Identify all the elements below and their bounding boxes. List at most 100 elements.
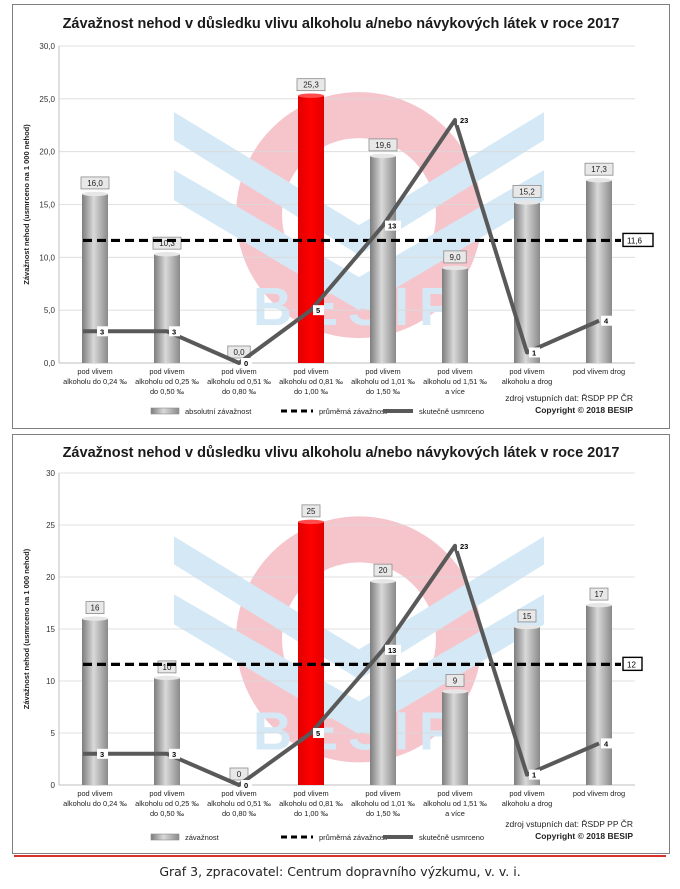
bar-value-label: 19,6 xyxy=(375,141,391,150)
x-category-label: alkoholu od 0,81 ‰ xyxy=(279,799,343,808)
line-value-box xyxy=(169,326,180,337)
x-category-label: alkoholu a drog xyxy=(502,377,553,386)
line-value-box xyxy=(457,114,473,125)
x-category-label: do 0,80 ‰ xyxy=(222,387,257,396)
bar-6 xyxy=(442,267,468,363)
chart-title: Závažnost nehod v důsledku vlivu alkohol… xyxy=(63,445,620,461)
bar-top xyxy=(154,675,180,681)
chart-1: Závažnost nehod v důsledku vlivu alkohol… xyxy=(22,16,654,416)
bar-value-label: 20 xyxy=(379,566,388,575)
x-category-label: pod vlivem xyxy=(293,789,328,798)
bar-value-box xyxy=(301,504,321,518)
chart-title: Závažnost nehod v důsledku vlivu alkohol… xyxy=(63,16,620,32)
x-category-label: pod vlivem drog xyxy=(573,789,625,798)
legend-bar-label: absolutní závažnost xyxy=(185,407,252,416)
bar-value-label: 17,3 xyxy=(591,165,607,174)
bar-6 xyxy=(442,691,468,785)
x-category-label: pod vlivem xyxy=(437,367,472,376)
line-value-box xyxy=(601,738,612,749)
legend-line-label: skutečně usmrceno xyxy=(419,407,484,416)
y-tick-label: 5 xyxy=(51,729,56,738)
line-value-box xyxy=(385,220,401,231)
bar-value-box xyxy=(517,609,537,623)
copyright-note: Copyright © 2018 BESIP xyxy=(535,831,633,841)
line-value-label: 23 xyxy=(460,542,468,551)
average-value-box xyxy=(622,656,643,672)
line-value-label: 13 xyxy=(388,646,396,655)
x-category-label: alkoholu od 1,51 ‰ xyxy=(423,377,487,386)
bar-7 xyxy=(514,202,540,363)
line-value-label: 3 xyxy=(172,327,176,336)
figure-caption: Graf 3, zpracovatel: Centrum dopravního … xyxy=(159,864,521,879)
bar-4 xyxy=(298,95,324,363)
chart-panel-2: Závažnost nehod v důsledku vlivu alkohol… xyxy=(12,434,670,854)
x-category-label: alkoholu od 0,51 ‰ xyxy=(207,799,271,808)
bar-value-label: 25,3 xyxy=(303,81,319,90)
bar-value-label: 25 xyxy=(307,507,316,516)
bar-5 xyxy=(370,155,396,363)
line-value-box xyxy=(313,305,324,316)
y-tick-label: 30 xyxy=(46,469,55,478)
y-tick-label: 20 xyxy=(46,573,55,582)
bar-5 xyxy=(370,581,396,785)
bar-value-box xyxy=(80,176,110,190)
line-value-box xyxy=(313,728,324,738)
bar-top xyxy=(82,616,108,621)
x-category-label: a více xyxy=(445,809,465,818)
x-category-label: pod vlivem xyxy=(365,367,400,376)
x-category-label: alkoholu od 0,25 ‰ xyxy=(135,377,199,386)
legend-bar-label: závažnost xyxy=(185,833,220,842)
bar-value-box xyxy=(373,563,393,577)
bar-value-box xyxy=(368,138,398,152)
line-value-label: 3 xyxy=(172,750,176,759)
bar-value-label: 10 xyxy=(163,663,172,672)
bar-top xyxy=(586,602,612,608)
chart-2: Závažnost nehod v důsledku vlivu alkohol… xyxy=(22,445,643,842)
x-category-label: pod vlivem drog xyxy=(573,367,625,376)
bar-2 xyxy=(154,677,180,785)
line-value-label: 23 xyxy=(460,116,468,125)
bar-value-label: 16 xyxy=(91,604,100,613)
average-value-box xyxy=(622,232,654,248)
watermark-ring-1 xyxy=(236,92,482,339)
legend-line-label: skutečně usmrceno xyxy=(419,833,484,842)
line-value-label: 0 xyxy=(244,781,248,790)
x-category-label: pod vlivem xyxy=(437,789,472,798)
x-category-label: alkoholu do 0,24 ‰ xyxy=(63,799,127,808)
line-value-box xyxy=(169,748,180,759)
bar-top xyxy=(586,177,612,183)
line-value-box xyxy=(385,644,401,655)
line-value-box xyxy=(241,358,252,368)
x-category-label: alkoholu od 1,01 ‰ xyxy=(351,377,415,386)
bar-top xyxy=(298,93,324,98)
y-tick-label: 5,0 xyxy=(44,306,56,315)
watermark-wing xyxy=(359,536,544,680)
x-category-label: alkoholu od 0,51 ‰ xyxy=(207,377,271,386)
bar-value-label: 15,2 xyxy=(519,187,535,196)
bar-value-box xyxy=(85,601,105,615)
line-value-label: 4 xyxy=(604,739,609,748)
line-value-label: 3 xyxy=(100,750,104,759)
y-tick-label: 25 xyxy=(46,521,55,530)
bar-value-label: 17 xyxy=(595,590,604,599)
bar-top xyxy=(514,624,540,630)
bar-value-label: 0,0 xyxy=(233,348,245,357)
x-category-label: do 1,50 ‰ xyxy=(366,809,401,818)
bar-value-box xyxy=(584,162,614,176)
bar-2 xyxy=(154,254,180,363)
y-tick-label: 20,0 xyxy=(39,148,55,157)
average-value-label: 11,6 xyxy=(627,236,643,245)
bar-value-box xyxy=(512,184,542,198)
x-category-label: pod vlivem xyxy=(77,367,112,376)
legend-bar-swatch xyxy=(150,407,180,415)
x-category-label: alkoholu od 0,25 ‰ xyxy=(135,799,199,808)
bar-value-box xyxy=(589,587,609,601)
x-category-label: alkoholu do 0,24 ‰ xyxy=(63,377,127,386)
bar-top xyxy=(82,191,108,197)
y-tick-label: 15 xyxy=(46,625,55,634)
line-value-label: 3 xyxy=(100,327,104,336)
bar-value-box xyxy=(227,345,251,359)
x-category-label: do 1,50 ‰ xyxy=(366,387,401,396)
line-value-box xyxy=(241,780,252,790)
x-category-label: do 0,50 ‰ xyxy=(150,809,185,818)
